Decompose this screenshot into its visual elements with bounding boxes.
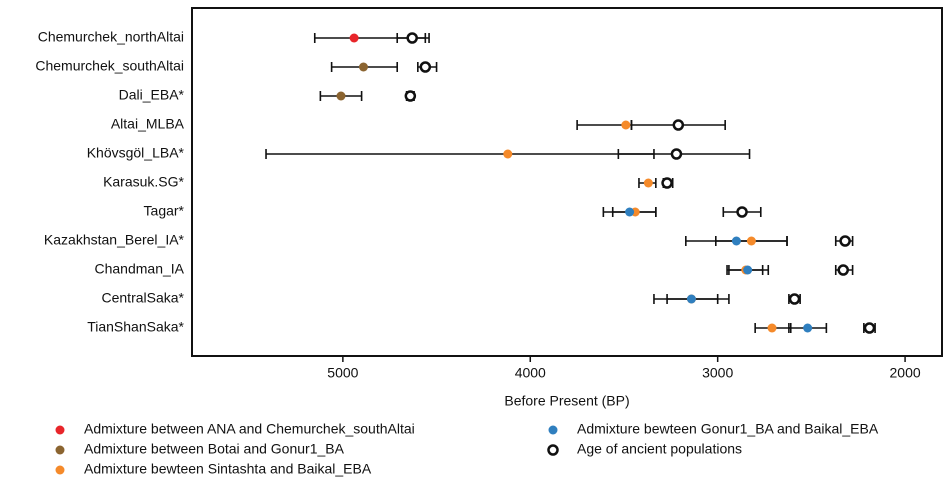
error-bar bbox=[617, 149, 751, 159]
point bbox=[686, 294, 696, 304]
point bbox=[406, 32, 418, 44]
point bbox=[803, 323, 813, 333]
point bbox=[419, 61, 432, 73]
point bbox=[672, 119, 685, 131]
point bbox=[731, 236, 741, 246]
point bbox=[503, 149, 513, 159]
y-tick-label: Tagar* bbox=[144, 203, 185, 219]
legend-marker bbox=[548, 425, 558, 435]
y-tick-label: TianShanSaka* bbox=[87, 319, 184, 335]
y-tick-label: Karasuk.SG* bbox=[103, 174, 184, 190]
point bbox=[788, 293, 801, 305]
legend-marker bbox=[55, 465, 65, 475]
y-tick-label: Chandman_IA bbox=[94, 261, 184, 277]
y-tick-label: Chemurchek_northAltai bbox=[38, 29, 184, 45]
point bbox=[621, 120, 631, 130]
point bbox=[358, 62, 368, 72]
point bbox=[746, 236, 756, 246]
legend-label: Admixture between ANA and Chemurchek_sou… bbox=[84, 421, 415, 437]
y-tick-label: Dali_EBA* bbox=[119, 87, 185, 103]
point bbox=[625, 207, 635, 217]
legend-marker bbox=[55, 425, 65, 435]
point bbox=[767, 323, 777, 333]
error-bar bbox=[265, 149, 655, 159]
legend-label: Admixture bewteen Sintashta and Baikal_E… bbox=[84, 461, 372, 477]
x-tick-label: 3000 bbox=[702, 365, 733, 381]
x-axis-label: Before Present (BP) bbox=[504, 393, 629, 409]
point bbox=[336, 91, 346, 101]
point bbox=[404, 90, 417, 102]
point bbox=[736, 206, 748, 218]
legend-label: Age of ancient populations bbox=[577, 441, 742, 457]
y-tick-label: Altai_MLBA bbox=[111, 116, 185, 132]
point bbox=[743, 265, 753, 275]
x-tick-label: 5000 bbox=[327, 365, 358, 381]
legend-marker bbox=[55, 445, 65, 455]
plot-frame bbox=[191, 7, 943, 357]
y-tick-label: CentralSaka* bbox=[102, 290, 185, 306]
y-tick-label: Kazakhstan_Berel_IA* bbox=[44, 232, 185, 248]
point bbox=[349, 33, 359, 43]
point bbox=[670, 148, 683, 160]
legend-label: Admixture bewteen Gonur1_BA and Baikal_E… bbox=[577, 421, 879, 437]
point bbox=[839, 235, 851, 247]
legend-marker bbox=[547, 444, 559, 456]
x-tick-label: 2000 bbox=[890, 365, 921, 381]
y-tick-label: Khövsgöl_LBA* bbox=[87, 145, 185, 161]
point bbox=[863, 322, 876, 334]
x-tick-label: 4000 bbox=[515, 365, 546, 381]
point bbox=[837, 264, 849, 276]
y-tick-label: Chemurchek_southAltai bbox=[35, 58, 184, 74]
point bbox=[643, 178, 653, 188]
legend-label: Admixture between Botai and Gonur1_BA bbox=[84, 441, 345, 457]
point bbox=[661, 177, 673, 189]
